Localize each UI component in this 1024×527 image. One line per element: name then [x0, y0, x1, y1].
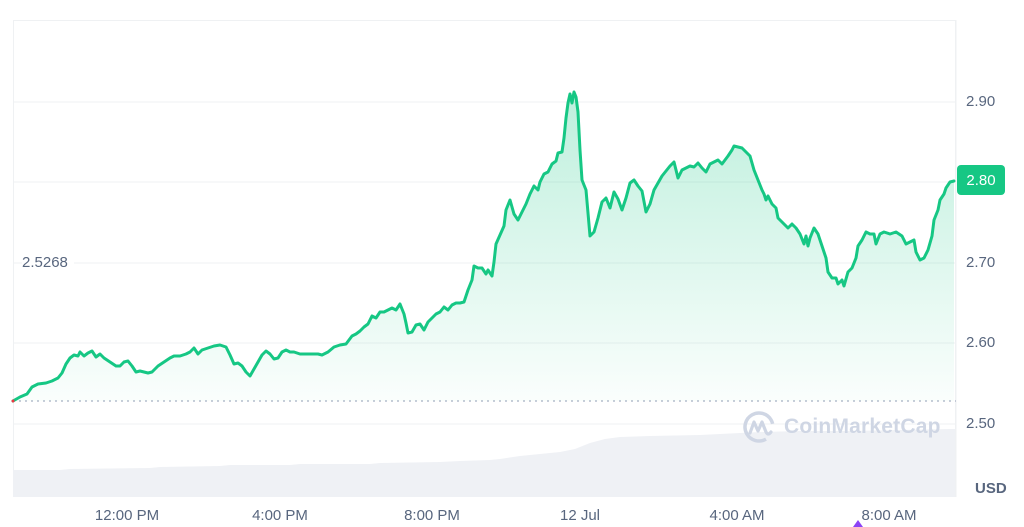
y-tick-2-70: 2.70 [966, 254, 996, 271]
currency-label: USD [975, 480, 1007, 497]
x-tick-12pm: 12:00 PM [94, 507, 160, 524]
watermark-text: CoinMarketCap [784, 415, 941, 438]
coinmarketcap-watermark: CoinMarketCap [742, 410, 941, 444]
event-marker-icon[interactable] [853, 520, 863, 527]
coinmarketcap-logo-icon [743, 411, 775, 443]
price-line [11, 90, 956, 403]
current-price-badge: 2.80 [957, 165, 1005, 195]
price-area [13, 92, 954, 401]
y-tick-2-60: 2.60 [966, 334, 996, 351]
y-tick-2-50: 2.50 [966, 415, 996, 432]
x-tick-8pm: 8:00 PM [404, 507, 460, 524]
x-tick-8am: 8:00 AM [861, 507, 917, 524]
volume-area [13, 429, 955, 497]
x-tick-4am: 4:00 AM [709, 507, 765, 524]
y-tick-2-90: 2.90 [966, 93, 996, 110]
x-tick-4pm: 4:00 PM [252, 507, 308, 524]
x-tick-12-jul: 12 Jul [559, 507, 601, 524]
open-price-label: 2.5268 [22, 254, 74, 271]
